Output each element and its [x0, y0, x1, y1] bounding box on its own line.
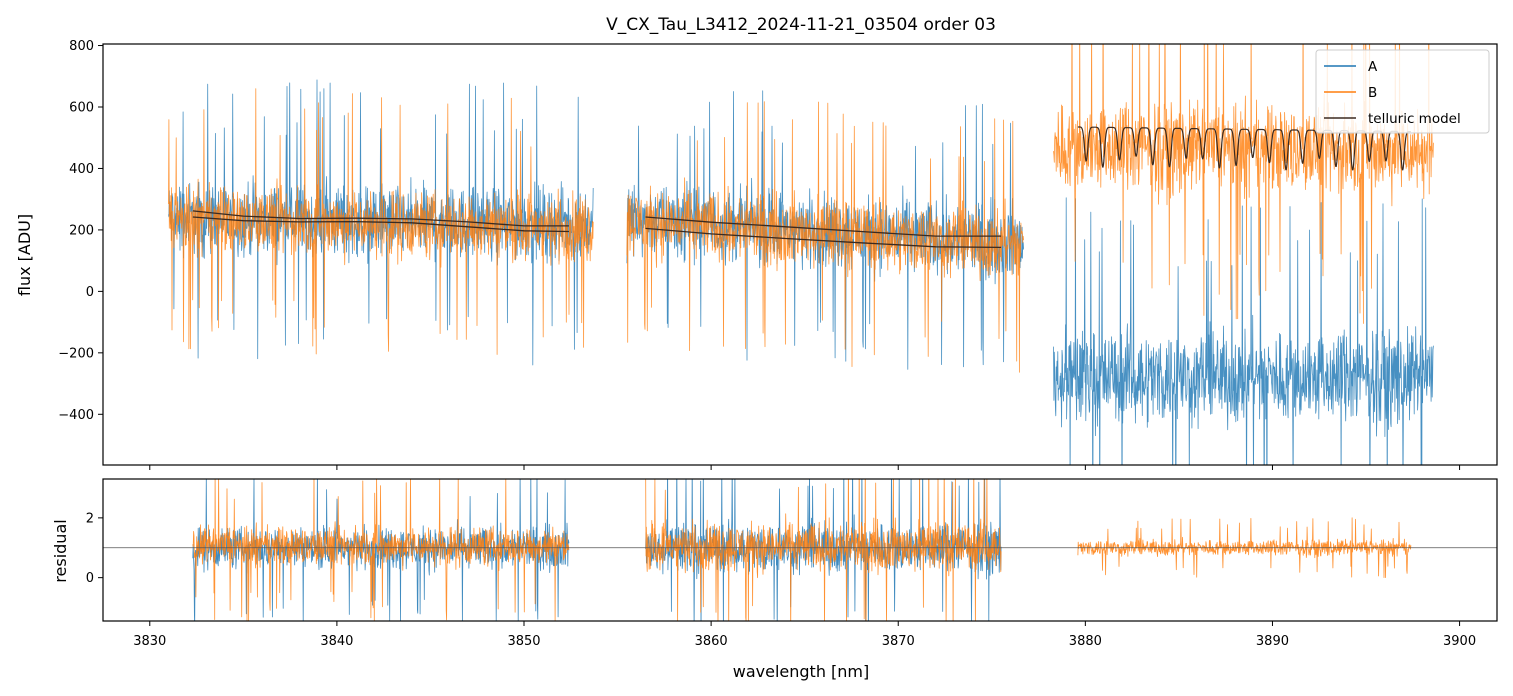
legend-label-a: A — [1368, 59, 1378, 75]
residual-x-axis: 3830 3840 3850 3860 3870 3880 3890 3900 — [133, 621, 1476, 649]
spectrum-y-tick-label: −200 — [58, 346, 94, 361]
residual-y-tick-label: 0 — [86, 571, 94, 586]
telluric-model-segment-4 — [645, 227, 1002, 249]
residual-frame — [102, 478, 1498, 622]
residual-x-tick-label: 3860 — [695, 634, 728, 649]
spectrum-y-tick-label: 600 — [69, 100, 94, 115]
spectrum-y-tick-label: −400 — [58, 408, 94, 423]
spectrum-panel: −400 −200 0 200 400 600 800 flux [ADU] A B tel… — [15, 39, 1498, 470]
series-a-segment-3 — [1053, 197, 1434, 465]
residual-y-tick-label: 2 — [86, 511, 94, 526]
spectrum-y-tick-label: 0 — [86, 285, 94, 300]
residual-plot-area — [103, 479, 1497, 621]
residual-x-tick-label: 3900 — [1443, 634, 1476, 649]
chart-title: V_CX_Tau_L3412_2024-11-21_03504 order 03 — [606, 15, 996, 35]
legend: A B telluric model — [1315, 49, 1490, 134]
residual-panel: 02 3830 3840 3850 3860 3870 3880 3890 3900 resi… — [51, 478, 1498, 681]
spectrum-y-axis-label: flux [ADU] — [15, 214, 34, 296]
residual-x-tick-label: 3830 — [133, 634, 166, 649]
legend-label-telluric: telluric model — [1368, 111, 1461, 127]
telluric-model-segment-5 — [1077, 126, 1411, 171]
residual-y-axis-label: residual — [51, 519, 70, 582]
residual-x-tick-label: 3880 — [1069, 634, 1102, 649]
telluric-model-segment-2 — [192, 216, 569, 233]
spectrum-y-tick-label: 400 — [69, 162, 94, 177]
residual-x-tick-label: 3840 — [320, 634, 353, 649]
spectrum-y-axis: −400 −200 0 200 400 600 800 — [58, 39, 103, 423]
residual-x-tick-label: 3850 — [507, 634, 540, 649]
series-b-segment-2 — [626, 101, 1024, 373]
legend-box — [1315, 49, 1490, 134]
spectrum-plot-area — [168, 44, 1434, 465]
series-b-segment-1 — [168, 88, 594, 355]
residual-x-tick-label: 3870 — [882, 634, 915, 649]
spectrum-x-axis — [149, 465, 1461, 470]
telluric-model-segment-3 — [645, 216, 1002, 237]
residual-y-axis: 02 — [86, 511, 103, 586]
residual-x-axis-label: wavelength [nm] — [733, 662, 870, 681]
residual-b-segment-3 — [1077, 517, 1412, 578]
spectrum-frame — [102, 43, 1498, 466]
telluric-model-segment-1 — [192, 210, 569, 227]
spectrum-y-tick-label: 200 — [69, 223, 94, 238]
legend-label-b: B — [1368, 85, 1377, 101]
residual-x-tick-label: 3890 — [1256, 634, 1289, 649]
series-b-segment-3 — [1053, 44, 1434, 324]
residual-b-segment-2 — [645, 479, 1002, 621]
spectrum-y-tick-label: 800 — [69, 39, 94, 54]
residual-b-segment-1 — [192, 479, 570, 621]
